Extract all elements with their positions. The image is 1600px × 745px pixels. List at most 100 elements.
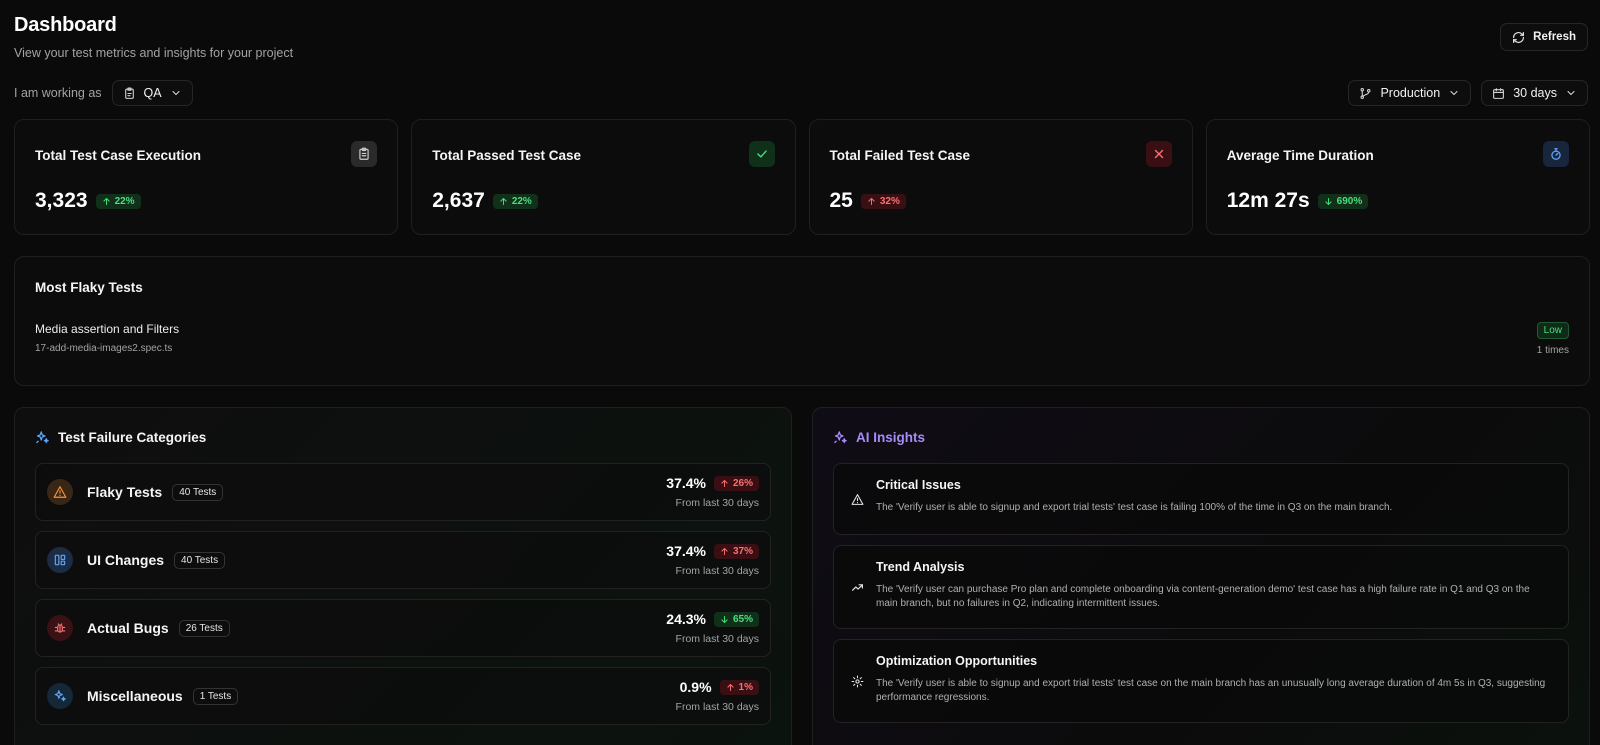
- list-item[interactable]: Media assertion and Filters 17-add-media…: [35, 322, 1569, 356]
- role-select[interactable]: QA: [111, 80, 193, 106]
- category-percent: 24.3%: [666, 611, 706, 627]
- x-icon: [1145, 141, 1172, 167]
- trend-badge: 1%: [719, 679, 759, 695]
- category-percent: 0.9%: [679, 679, 712, 695]
- warning-icon: [850, 479, 864, 520]
- page-header: Dashboard View your test metrics and ins…: [14, 14, 293, 60]
- git-branch-icon: [1359, 87, 1372, 100]
- check-icon: [748, 141, 775, 167]
- panel-title: Most Flaky Tests: [35, 280, 143, 295]
- category-row-flaky-tests[interactable]: Flaky Tests 40 Tests 37.4% 26% From last…: [35, 463, 771, 521]
- date-range-select[interactable]: 30 days: [1481, 80, 1588, 106]
- insight-card-critical-issues: Critical Issues The 'Verify user is able…: [833, 463, 1569, 535]
- insight-title: Optimization Opportunities: [876, 654, 1038, 668]
- chevron-down-icon: [170, 87, 182, 99]
- filter-row: Production 30 days: [1348, 80, 1588, 106]
- trend-badge: 22%: [95, 193, 141, 209]
- trend-badge: 22%: [492, 193, 538, 209]
- stat-value: 25: [829, 189, 853, 212]
- arrow-down-icon: [1324, 197, 1333, 206]
- trend-badge: 690%: [1317, 193, 1369, 209]
- insight-text: The 'Verify user is able to signup and e…: [876, 502, 1393, 513]
- insight-title: Trend Analysis: [876, 560, 965, 574]
- trend-badge: 65%: [713, 611, 759, 627]
- most-flaky-tests-panel: Most Flaky Tests Media assertion and Fil…: [14, 256, 1590, 386]
- stat-card-average-duration: Average Time Duration 12m 27s 690%: [1205, 119, 1590, 235]
- category-name: Actual Bugs: [87, 620, 169, 636]
- trend-badge: 32%: [860, 193, 906, 209]
- stat-title: Total Passed Test Case: [432, 148, 582, 163]
- arrow-up-icon: [720, 547, 729, 556]
- stat-title: Total Failed Test Case: [829, 148, 971, 163]
- trend-value: 1%: [738, 681, 753, 693]
- role-label: I am working as: [14, 86, 102, 100]
- failure-category-list: Flaky Tests 40 Tests 37.4% 26% From last…: [35, 463, 771, 725]
- calendar-icon: [1492, 87, 1505, 100]
- panel-title: Test Failure Categories: [58, 430, 207, 445]
- flaky-test-name: Media assertion and Filters: [35, 322, 180, 336]
- category-period: From last 30 days: [675, 701, 759, 713]
- test-failure-categories-panel: Test Failure Categories Flaky Tests 40 T…: [14, 407, 792, 745]
- category-count: 26 Tests: [178, 619, 230, 637]
- layout-icon: [47, 547, 73, 573]
- page-subtitle: View your test metrics and insights for …: [14, 46, 294, 60]
- trend-badge: 26%: [713, 475, 759, 491]
- sparkles-icon: [35, 430, 50, 445]
- sparkles-icon: [47, 683, 73, 709]
- category-name: UI Changes: [87, 552, 165, 568]
- stat-card-total-passed: Total Passed Test Case 2,637 22%: [411, 119, 796, 235]
- stat-value: 3,323: [35, 189, 88, 212]
- category-name: Flaky Tests: [87, 484, 163, 500]
- gear-icon: [850, 655, 864, 708]
- category-count: 40 Tests: [172, 483, 224, 501]
- chevron-down-icon: [1448, 87, 1460, 99]
- stats-row: Total Test Case Execution 3,323 22% Tota…: [14, 119, 1590, 235]
- refresh-icon: [1512, 31, 1525, 44]
- trend-value: 65%: [732, 613, 753, 625]
- category-row-miscellaneous[interactable]: Miscellaneous 1 Tests 0.9% 1% From last …: [35, 667, 771, 725]
- category-period: From last 30 days: [675, 565, 759, 577]
- insight-card-trend-analysis: Trend Analysis The 'Verify user can purc…: [833, 545, 1569, 629]
- category-name: Miscellaneous: [87, 688, 183, 704]
- category-row-actual-bugs[interactable]: Actual Bugs 26 Tests 24.3% 65% From last…: [35, 599, 771, 657]
- trend-value: 22%: [511, 195, 532, 207]
- panel-title: AI Insights: [856, 430, 926, 445]
- arrow-up-icon: [720, 479, 729, 488]
- flaky-test-file: 17-add-media-images2.spec.ts: [35, 343, 173, 354]
- arrow-up-icon: [499, 197, 508, 206]
- clipboard-icon: [123, 87, 136, 100]
- environment-select[interactable]: Production: [1348, 80, 1472, 106]
- insight-text: The 'Verify user is able to signup and e…: [876, 678, 1546, 703]
- arrow-up-icon: [102, 197, 111, 206]
- insight-card-optimization-opportunities: Optimization Opportunities The 'Verify u…: [833, 639, 1569, 723]
- timer-icon: [1543, 141, 1569, 167]
- stat-title: Average Time Duration: [1226, 148, 1374, 163]
- trend-badge: 37%: [713, 543, 759, 559]
- stat-value: 12m 27s: [1226, 189, 1310, 212]
- stat-card-total-executions: Total Test Case Execution 3,323 22%: [14, 119, 399, 235]
- trend-value: 690%: [1336, 195, 1363, 207]
- trend-value: 26%: [732, 477, 753, 489]
- chevron-down-icon: [1565, 87, 1577, 99]
- clipboard-icon: [351, 141, 378, 167]
- insight-title: Critical Issues: [876, 478, 961, 492]
- category-row-ui-changes[interactable]: UI Changes 40 Tests 37.4% 37% From last …: [35, 531, 771, 589]
- role-value: QA: [143, 86, 162, 100]
- stat-card-total-failed: Total Failed Test Case 25 32%: [808, 119, 1193, 235]
- trend-value: 32%: [879, 195, 900, 207]
- category-period: From last 30 days: [675, 497, 759, 509]
- bug-icon: [47, 615, 73, 641]
- arrow-up-icon: [867, 197, 876, 206]
- arrow-up-icon: [726, 683, 735, 692]
- page-title: Dashboard: [14, 14, 117, 36]
- sparkles-icon: [833, 430, 848, 445]
- environment-value: Production: [1380, 86, 1441, 100]
- ai-insights-panel: AI Insights Critical Issues The 'Verify …: [812, 407, 1590, 745]
- refresh-button[interactable]: Refresh: [1500, 23, 1588, 51]
- insight-text: The 'Verify user can purchase Pro plan a…: [876, 584, 1530, 609]
- date-range-value: 30 days: [1513, 86, 1557, 100]
- role-row: I am working as QA: [14, 80, 193, 106]
- flaky-count: 1 times: [1536, 345, 1569, 356]
- arrow-down-icon: [720, 615, 729, 624]
- category-count: 40 Tests: [174, 551, 226, 569]
